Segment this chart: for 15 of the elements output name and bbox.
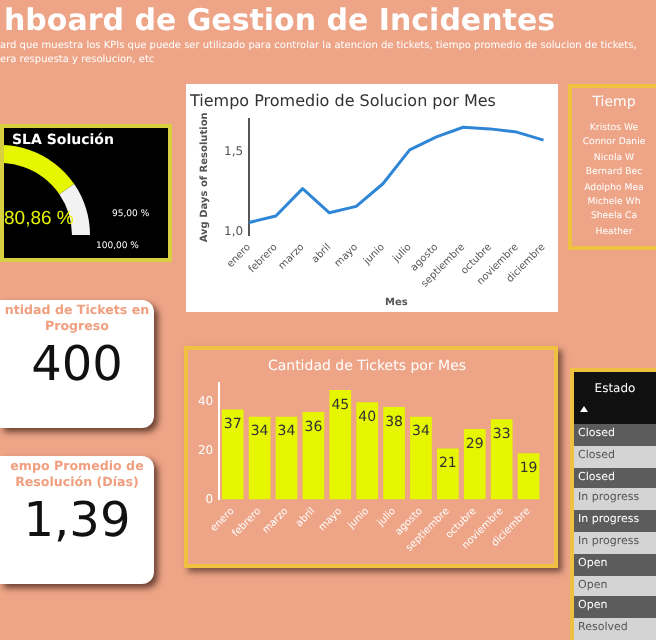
bar — [383, 407, 405, 500]
bar — [490, 419, 513, 500]
text: 400 — [29, 336, 125, 392]
bar — [410, 416, 432, 500]
bar — [302, 411, 325, 500]
bar — [275, 416, 298, 500]
chart-title: Tiempo Promedio de Solucion por Mes — [188, 91, 496, 110]
bar — [463, 428, 486, 500]
bar — [221, 409, 244, 500]
bar — [248, 416, 271, 500]
text: hboard de Gestion de Incidentes — [4, 2, 556, 38]
text: 1,39 — [21, 492, 133, 548]
bar — [437, 448, 459, 500]
bar — [329, 390, 352, 500]
bar — [356, 402, 379, 500]
